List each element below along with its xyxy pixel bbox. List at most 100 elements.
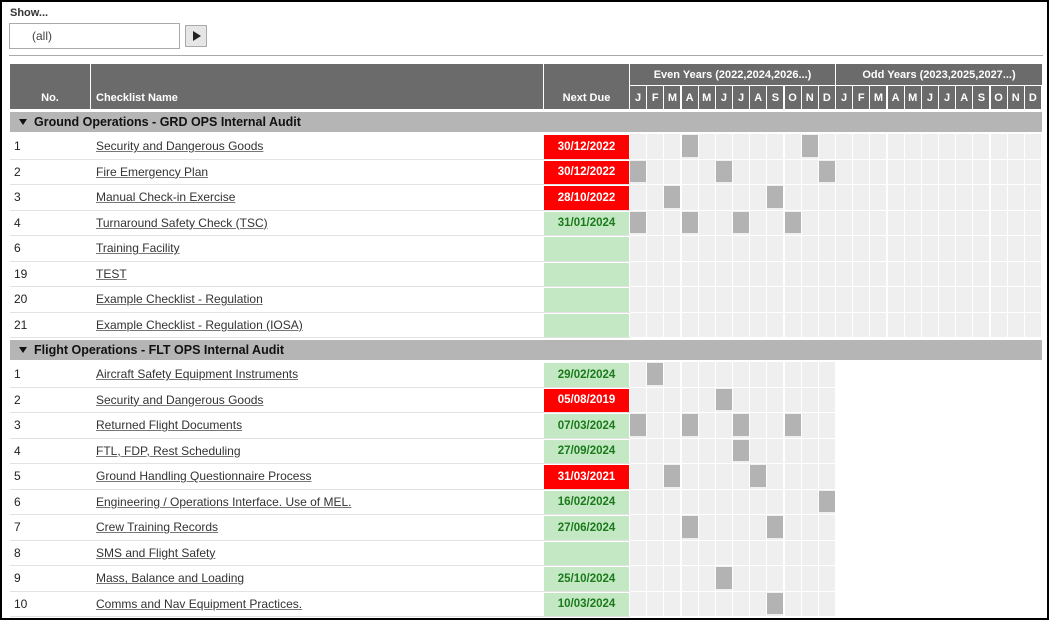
month-cell: [750, 591, 767, 616]
month-cell: [1007, 261, 1024, 286]
scheduled-month: [767, 186, 784, 208]
month-cell: [818, 566, 835, 591]
checklist-link[interactable]: Manual Check-in Exercise: [96, 190, 236, 205]
next-due: 05/08/2019: [544, 388, 629, 412]
month-cell: [733, 159, 750, 184]
checklist-link[interactable]: FTL, FDP, Rest Scheduling: [96, 443, 241, 458]
month-cell: [853, 287, 870, 312]
month-cell: [921, 261, 938, 286]
row-no: 19: [14, 266, 28, 281]
month-cell: [784, 540, 801, 565]
month-cell: [767, 134, 784, 159]
month-cell: [990, 287, 1007, 312]
month-cell: [750, 387, 767, 412]
month-cell: [818, 362, 835, 387]
checklist-link[interactable]: Aircraft Safety Equipment Instruments: [96, 367, 299, 382]
next-due: [544, 541, 629, 565]
month-cell: [681, 489, 698, 514]
row-line: [10, 463, 630, 464]
filter-select[interactable]: (all): [9, 23, 180, 49]
month-cell: [664, 287, 681, 312]
month-cell: [767, 287, 784, 312]
row-no: 5: [14, 469, 21, 484]
section-header[interactable]: Ground Operations - GRD OPS Internal Aud…: [10, 112, 1042, 132]
row-no: 4: [14, 443, 21, 458]
month-cell: [664, 489, 681, 514]
checklist-link[interactable]: SMS and Flight Safety: [96, 545, 216, 560]
month-label: A: [887, 86, 904, 109]
checklist-link[interactable]: Training Facility: [96, 241, 180, 256]
checklist-link[interactable]: TEST: [96, 266, 127, 281]
checklist-link[interactable]: Mass, Balance and Loading: [96, 571, 245, 586]
month-cell: [664, 413, 681, 438]
month-label: D: [1024, 86, 1041, 109]
month-cell: [836, 159, 853, 184]
next-due: 07/03/2024: [544, 414, 629, 438]
row-no: 2: [14, 392, 21, 407]
month-cell: [887, 185, 904, 210]
row-no: 6: [14, 494, 21, 509]
checklist-link[interactable]: Fire Emergency Plan: [96, 164, 209, 179]
row-line: [10, 311, 630, 313]
checklist-link[interactable]: Engineering / Operations Interface. Use …: [96, 494, 352, 509]
apply-button[interactable]: [185, 25, 207, 47]
month-cell: [939, 210, 956, 235]
month-cell: [630, 387, 647, 412]
next-due: 31/01/2024: [544, 211, 629, 235]
next-due: [544, 288, 629, 312]
month-cell: [784, 362, 801, 387]
month-cell: [698, 515, 715, 540]
month-cell: [939, 236, 956, 261]
next-due: 30/12/2022: [544, 135, 629, 159]
month-cell: [784, 134, 801, 159]
month-cell: [818, 515, 835, 540]
row-line: [10, 514, 630, 515]
month-cell: [698, 464, 715, 489]
section-header[interactable]: Flight Operations - FLT OPS Internal Aud…: [10, 340, 1042, 360]
checklist-link[interactable]: Returned Flight Documents: [96, 418, 243, 433]
month-cell: [767, 566, 784, 591]
collapse-icon: [19, 119, 27, 125]
scheduled-month: [801, 135, 818, 157]
checklist-link[interactable]: Crew Training Records: [96, 520, 219, 535]
next-due: [544, 262, 629, 286]
month-cell: [990, 236, 1007, 261]
checklist-link[interactable]: Turnaround Safety Check (TSC): [96, 215, 268, 230]
row-no: 6: [14, 241, 21, 256]
checklist-link[interactable]: Security and Dangerous Goods: [96, 392, 264, 407]
checklist-link[interactable]: Ground Handling Questionnaire Process: [96, 469, 312, 484]
month-label: M: [664, 86, 681, 109]
month-cell: [647, 236, 664, 261]
checklist-link[interactable]: Example Checklist - Regulation (IOSA): [96, 317, 303, 332]
scheduled-month: [630, 160, 647, 182]
month-cell: [681, 591, 698, 616]
month-cell: [956, 312, 973, 337]
month-cell: [767, 236, 784, 261]
month-cell: [904, 210, 921, 235]
month-cell: [698, 236, 715, 261]
next-due: 10/03/2024: [544, 592, 629, 616]
scheduled-month: [681, 211, 698, 233]
row-no: 2: [14, 164, 21, 179]
month-cell: [973, 159, 990, 184]
month-cell: [715, 287, 732, 312]
checklist-link[interactable]: Security and Dangerous Goods: [96, 139, 264, 154]
checklist-link[interactable]: Comms and Nav Equipment Practices.: [96, 596, 303, 611]
month-cell: [767, 312, 784, 337]
month-cell: [681, 387, 698, 412]
month-cell: [647, 515, 664, 540]
scheduled-month: [750, 465, 767, 487]
month-cell: [973, 287, 990, 312]
scheduled-month: [715, 567, 732, 589]
month-cell: [664, 261, 681, 286]
month-cell: [853, 134, 870, 159]
month-cell: [921, 312, 938, 337]
scheduled-month: [664, 186, 681, 208]
month-cell: [750, 489, 767, 514]
month-cell: [870, 159, 887, 184]
month-cell: [1007, 312, 1024, 337]
checklist-link[interactable]: Example Checklist - Regulation: [96, 292, 263, 307]
row-line: [10, 184, 630, 185]
month-cell: [767, 159, 784, 184]
month-cell: [715, 185, 732, 210]
